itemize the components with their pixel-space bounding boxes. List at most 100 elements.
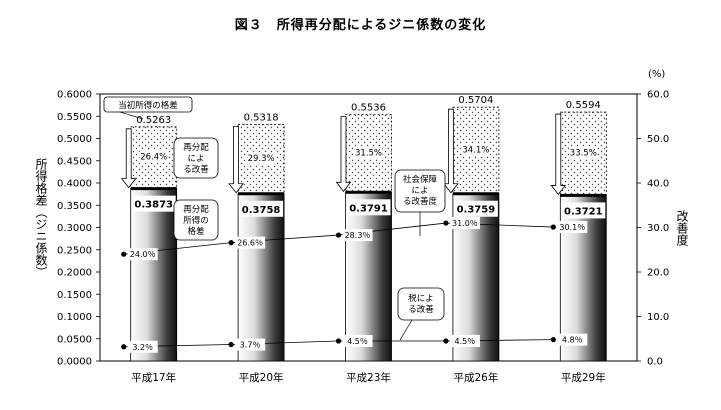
left-tick-label: 0.3500 [57, 201, 92, 212]
callout-social-security-text: 社会保障による改善度 [403, 174, 438, 207]
social-security-label: 31.0％ [452, 219, 478, 228]
tax-label-bg [557, 333, 588, 346]
social-security-label-bg [235, 236, 266, 249]
tax-point [121, 344, 127, 350]
social-security-point [228, 240, 234, 246]
callout-tax: 税による改善 [397, 287, 445, 341]
initial-value-label: 0.5318 [244, 112, 279, 123]
x-tick-label: 平成23年 [346, 371, 391, 384]
improvement-label-bg [569, 146, 598, 159]
initial-value-label: 0.5594 [566, 100, 601, 111]
callout-redistributed: 再分配所得の格差 [173, 199, 219, 241]
tax-point [335, 338, 342, 344]
right-tick-label: 50.0 [647, 134, 669, 145]
improvement-label-bg [139, 150, 168, 163]
improvement-arrow [550, 113, 567, 196]
left-tick-label: 0.2000 [57, 268, 92, 279]
callouts-group: 当初所得の格差 再分配による改善 再分配所得の格差 社会保障による改善度 [103, 96, 446, 341]
redistributed-value-label: 0.3721 [564, 206, 603, 217]
improvement-arrow [443, 108, 459, 194]
tax-label: 3.2％ [132, 343, 153, 352]
initial-value-label: 0.5704 [458, 95, 493, 106]
tax-label-bg [449, 334, 480, 347]
social-security-label: 28.3％ [345, 231, 371, 240]
redistributed-value-box [561, 202, 606, 219]
right-tick-label: 30.0 [647, 223, 669, 234]
tax-label: 3.7％ [240, 341, 261, 350]
social-security-point [121, 251, 127, 257]
tax-point [228, 341, 234, 348]
right-tick-label: 60.0 [647, 90, 669, 101]
callout-improvement-text: 再分配による改善 [183, 143, 209, 175]
left-tick-label: 0.0500 [57, 334, 92, 345]
left-tick-label: 0.3000 [57, 223, 92, 234]
improvement-label: 29.3% [248, 154, 275, 164]
right-tick-label: 40.0 [647, 179, 669, 190]
callout-social-security: 社会保障による改善度 [394, 169, 446, 236]
social-security-label: 24.0％ [130, 250, 156, 259]
right-tick-label: 20.0 [647, 268, 669, 279]
tax-point [550, 337, 556, 343]
social-security-point [443, 220, 449, 226]
callout-initial: 当初所得の格差 [103, 96, 193, 120]
right-axis-unit: (%) [648, 69, 666, 80]
callout-initial-text: 当初所得の格差 [118, 100, 178, 111]
improvement-arrow [335, 116, 352, 192]
social-security-point [335, 232, 342, 238]
improvement-label-bg [461, 143, 490, 156]
x-tick-label: 平成17年 [131, 371, 176, 384]
social-security-label-bg [449, 217, 480, 230]
tax-label: 4.5％ [455, 337, 476, 346]
redistributed-value-box [453, 200, 498, 217]
left-tick-label: 0.1500 [57, 290, 92, 301]
left-tick-label: 0.1000 [57, 312, 92, 323]
redistributed-value-label: 0.3791 [349, 203, 388, 214]
initial-value-label: 0.5536 [351, 103, 386, 114]
left-tick-label: 0.6000 [57, 90, 92, 101]
social-security-point [550, 224, 556, 230]
chart-title: 図３ 所得再分配によるジニ係数の変化 [234, 18, 487, 33]
improvement-arrow [120, 128, 137, 189]
callout-tax-text: 税による改善 [408, 293, 434, 315]
left-tick-label: 0.5000 [57, 134, 92, 145]
left-tick-label: 0.0000 [57, 357, 92, 368]
social-security-label-bg [342, 229, 373, 242]
tax-label: 4.5％ [347, 337, 368, 346]
redistributed-value-box [346, 199, 391, 216]
redistributed-value-box [239, 200, 284, 217]
callout-redistributed-text: 再分配所得の格差 [183, 205, 209, 237]
tax-label-bg [235, 338, 266, 351]
redistributed-bar [237, 193, 285, 362]
redistributed-value-label: 0.3873 [134, 200, 173, 211]
redistributed-value-box [131, 195, 176, 212]
x-tick-label: 平成20年 [239, 371, 284, 384]
redistributed-bar [345, 191, 392, 362]
left-axis-title: 所得格差（ジニ係数） [34, 158, 48, 278]
lines-group: 24.0％ 26.6％ 28.3％ 31.0％ 30.1％ 3.2％ 3.7％ 4.5％ 4.5… [121, 217, 588, 353]
redistributed-value-label: 0.3759 [457, 205, 496, 216]
social-security-label: 30.1％ [559, 223, 585, 232]
bars-group: 0.3873 0.5263 26.4% 0.3758 0.5318 29.3% 0.3791… [120, 95, 607, 362]
callout-improvement: 再分配による改善 [173, 137, 219, 179]
right-tick-label: 0.0 [647, 357, 663, 368]
redistributed-value-label: 0.3758 [242, 205, 281, 216]
social-security-label: 26.6％ [237, 239, 263, 248]
x-tick-label: 平成29年 [561, 371, 606, 384]
tax-label: 4.8％ [562, 336, 583, 345]
x-tick-label: 平成26年 [453, 371, 498, 384]
improvement-label-bg [247, 152, 276, 165]
left-tick-label: 0.5500 [57, 112, 92, 123]
improvement-label: 31.5% [355, 148, 382, 158]
redistributed-bar [130, 188, 178, 362]
axes-group: 0.0000 0.0500 0.1000 0.1500 0.2000 0.2500 0.30… [57, 90, 669, 385]
improvement-label: 34.1% [462, 145, 489, 155]
improvement-label: 26.4% [140, 153, 167, 163]
tax-label-bg [127, 340, 158, 353]
improvement-label-bg [354, 146, 383, 159]
right-axis-title: 改善度 [675, 210, 689, 246]
left-tick-label: 0.4000 [57, 179, 92, 190]
social-security-label-bg [557, 221, 588, 234]
left-tick-label: 0.4500 [57, 156, 92, 167]
tax-point [443, 338, 449, 344]
